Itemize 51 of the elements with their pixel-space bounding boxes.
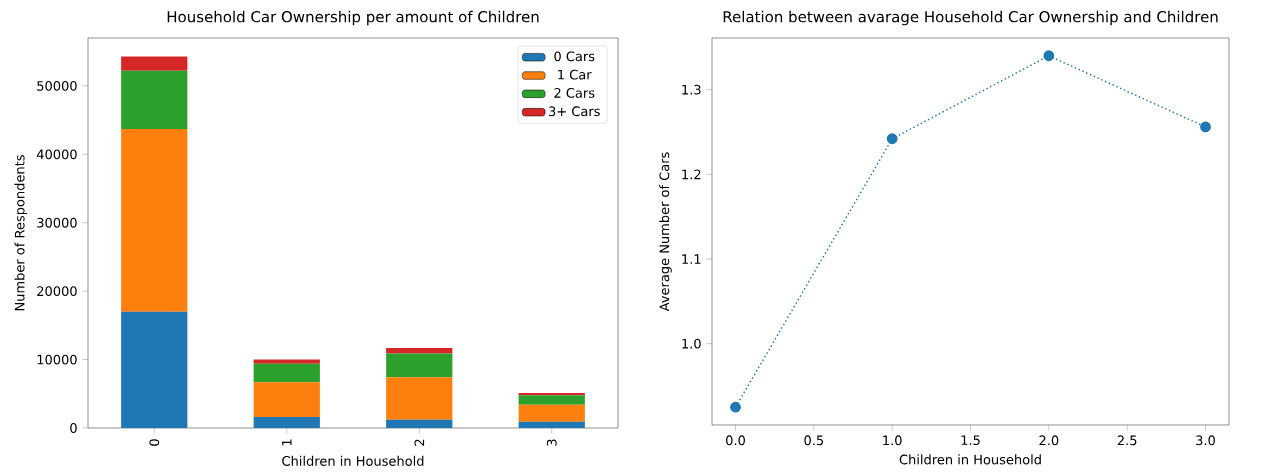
y-tick-label: 50000	[37, 80, 77, 91]
bar	[253, 363, 320, 383]
y-tick-label: 40000	[36, 149, 77, 160]
point	[1043, 50, 1055, 62]
x-axis-title: Children in Household	[899, 454, 1041, 465]
point	[886, 133, 898, 145]
point	[730, 401, 741, 413]
point	[1200, 121, 1211, 133]
x-tick-label: 2.5	[1117, 435, 1137, 446]
x-tick-label: 1.0	[883, 435, 902, 446]
x-tick-label: 0.5	[804, 435, 824, 446]
bar	[121, 311, 188, 428]
legend-label: 0 Cars	[554, 51, 595, 62]
bar	[121, 128, 188, 312]
legend-label: 2 Cars	[554, 88, 595, 98]
x-tick-label: 1.5	[961, 435, 980, 446]
y-tick-label: 1.1	[682, 254, 701, 264]
x-tick-label: 0.0	[726, 435, 745, 446]
bar	[386, 353, 453, 378]
bar	[518, 421, 585, 428]
y-tick-label: 10000	[37, 354, 77, 365]
y-tick-label: 30000	[37, 217, 77, 228]
x-tick-label: 1	[282, 439, 292, 446]
y-axis-title: Average Number of Cars	[659, 152, 672, 312]
chart-title: Household Car Ownership per amount of Children	[167, 10, 539, 26]
y-tick-label: 0	[70, 423, 77, 433]
x-tick-label: 2	[414, 439, 425, 446]
x-tick-label: 0	[149, 439, 160, 446]
y-axis-title: Number of Respondents	[14, 155, 28, 311]
x-tick-label: 2.0	[1039, 435, 1059, 446]
bar	[386, 377, 453, 420]
y-tick-label: 20000	[37, 286, 77, 297]
bar	[518, 395, 585, 405]
y-tick-label: 1.3	[682, 84, 701, 95]
x-axis-title: Children in Household	[282, 455, 424, 466]
bar	[518, 404, 585, 422]
bar	[253, 382, 320, 418]
bar	[121, 70, 188, 129]
legend-label: 3+ Cars	[548, 106, 600, 117]
x-tick-label: 3.0	[1196, 435, 1215, 446]
bar	[253, 359, 320, 364]
legend-label: 1 Car	[558, 69, 592, 80]
y-tick-label: 1.0	[682, 338, 701, 349]
bar	[386, 419, 453, 428]
bar	[518, 393, 585, 396]
x-tick-label: 3	[546, 439, 557, 446]
bar	[121, 56, 188, 71]
bar	[386, 347, 453, 354]
bar	[253, 417, 320, 428]
y-tick-label: 1.2	[682, 169, 701, 180]
chart-title: Relation between avarage Household Car Ownership and Children	[723, 10, 1218, 26]
